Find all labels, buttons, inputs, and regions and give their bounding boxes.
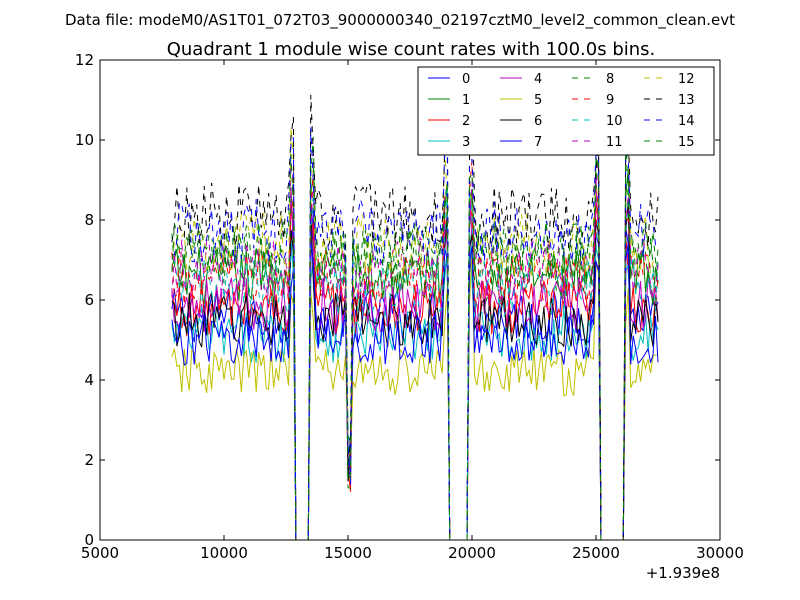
legend-label-6: 6	[534, 114, 542, 129]
legend-label-3: 3	[462, 135, 470, 150]
legend-label-14: 14	[678, 114, 695, 129]
x-tick-label: 5000	[81, 544, 119, 562]
legend-label-8: 8	[606, 72, 614, 87]
figure-suptitle: Data file: modeM0/AS1T01_072T03_90000003…	[65, 11, 735, 30]
x-tick-label: 15000	[324, 544, 372, 562]
legend-label-4: 4	[534, 72, 542, 87]
y-tick-label: 2	[84, 451, 94, 469]
legend-label-7: 7	[534, 135, 542, 150]
chart-title: Quadrant 1 module wise count rates with …	[167, 39, 656, 60]
y-tick-label: 6	[84, 291, 94, 309]
legend-label-10: 10	[606, 114, 623, 129]
x-tick-label: 10000	[200, 544, 248, 562]
legend-label-0: 0	[462, 72, 470, 87]
y-tick-label: 8	[84, 211, 94, 229]
series-line-2	[171, 198, 659, 540]
series-line-14	[171, 127, 659, 540]
x-tick-label: 20000	[448, 544, 496, 562]
legend-label-5: 5	[534, 93, 542, 108]
series-line-10	[171, 185, 659, 540]
series-layer	[171, 87, 659, 540]
legend-label-2: 2	[462, 114, 470, 129]
y-tick-label: 0	[84, 531, 94, 549]
legend-label-15: 15	[678, 135, 695, 150]
y-tick-label: 4	[84, 371, 94, 389]
series-line-12	[171, 127, 659, 540]
legend-label-12: 12	[678, 72, 695, 87]
series-line-9	[171, 160, 659, 540]
x-offset-text: +1.939e8	[646, 564, 720, 582]
x-tick-label: 25000	[572, 544, 620, 562]
x-tick-label: 30000	[696, 544, 744, 562]
legend-label-13: 13	[678, 93, 695, 108]
legend-label-9: 9	[606, 93, 614, 108]
y-tick-label: 12	[75, 51, 94, 69]
series-line-7	[171, 240, 659, 540]
y-tick-label: 10	[75, 131, 94, 149]
legend-box	[417, 66, 715, 156]
series-line-15	[171, 132, 659, 540]
series-line-6	[171, 202, 659, 540]
series-line-13	[171, 87, 659, 540]
legend-label-11: 11	[606, 135, 623, 150]
legend-label-1: 1	[462, 93, 470, 108]
series-line-5	[171, 249, 659, 540]
